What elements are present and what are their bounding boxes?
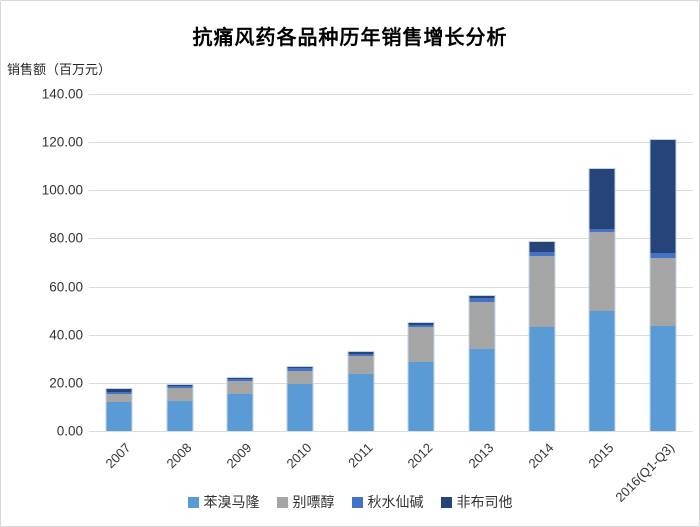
stacked-bar-2013	[468, 294, 496, 431]
x-axis-tick-label: 2015	[585, 440, 617, 472]
stacked-bar-2012	[407, 322, 435, 431]
bar-segment-秋水仙碱	[469, 297, 495, 302]
x-axis-tick-label: 2009	[223, 440, 255, 472]
bar-segment-秋水仙碱	[227, 378, 253, 381]
bar-segment-秋水仙碱	[167, 386, 193, 389]
y-axis-tick-label: 40.00	[49, 327, 83, 343]
chart-title: 抗痛风药各品种历年销售增长分析	[192, 27, 508, 49]
legend-swatch-icon	[276, 496, 288, 508]
y-axis-tick-label: 80.00	[49, 230, 83, 246]
stacked-bar-2015	[588, 167, 616, 431]
y-axis-tick-label: 140.00	[41, 86, 83, 102]
x-axis-tick-label: 2007	[102, 440, 134, 472]
legend: 苯溴马隆 别嘌醇 秋水仙碱 非布司他	[1, 492, 699, 512]
legend-item-苯溴马隆: 苯溴马隆	[187, 492, 260, 512]
bar-segment-别嘌醇	[529, 255, 555, 327]
x-axis-tick-label: 2010	[283, 440, 315, 472]
bar-segment-秋水仙碱	[589, 228, 615, 233]
y-axis-tick-label: 120.00	[41, 134, 83, 150]
y-axis-tick-label: 60.00	[49, 279, 83, 295]
x-axis-tick-label: 2011	[345, 440, 376, 471]
bar-segment-苯溴马隆	[650, 325, 676, 431]
bar-segment-别嘌醇	[408, 327, 434, 363]
bar-segment-秋水仙碱	[650, 253, 676, 258]
legend-label: 非布司他	[456, 494, 513, 510]
bar-segment-苯溴马隆	[348, 374, 374, 431]
bar-segment-别嘌醇	[589, 232, 615, 311]
y-axis-tick-label: 20.00	[49, 375, 83, 391]
gridline-y60	[89, 286, 693, 288]
bar-segment-非布司他	[106, 388, 132, 393]
legend-swatch-icon	[187, 496, 199, 508]
bar-segment-苯溴马隆	[469, 348, 495, 431]
y-axis-tick-label: 0.00	[56, 423, 83, 439]
legend-swatch-icon	[440, 496, 452, 508]
legend-label: 秋水仙碱	[367, 494, 424, 510]
gridline-y20	[89, 382, 693, 384]
bar-segment-别嘌醇	[469, 301, 495, 349]
y-axis-unit-label: 销售额（百万元）	[7, 62, 112, 77]
x-axis-tick-label: 2013	[465, 440, 497, 472]
stacked-bar-2014	[528, 241, 556, 431]
x-axis-tick-label: 2008	[163, 440, 195, 472]
x-axis-tick-label: 2012	[404, 440, 436, 472]
bar-segment-秋水仙碱	[106, 392, 132, 395]
bar-segment-苯溴马隆	[589, 310, 615, 431]
stacked-bar-2008	[166, 383, 194, 431]
bar-segment-秋水仙碱	[287, 368, 313, 372]
bar-segment-非布司他	[348, 351, 374, 354]
bar-segment-非布司他	[227, 377, 253, 379]
bar-segment-非布司他	[167, 384, 193, 387]
bar-segment-秋水仙碱	[408, 325, 434, 328]
legend-item-秋水仙碱: 秋水仙碱	[351, 492, 424, 512]
bar-segment-非布司他	[650, 139, 676, 254]
bar-segment-非布司他	[408, 323, 434, 326]
bar-segment-秋水仙碱	[529, 252, 555, 256]
bar-segment-别嘌醇	[348, 356, 374, 375]
stacked-bar-2010	[286, 366, 314, 431]
stacked-bar-2016(Q1-Q3)	[649, 138, 677, 431]
plot-area: 0.00 20.00 40.00 60.00 80.00 100.00 120.00 140.…	[42, 87, 693, 505]
bar-segment-秋水仙碱	[348, 353, 374, 357]
legend-label: 别嘌醇	[292, 494, 335, 510]
legend-label: 苯溴马隆	[203, 494, 260, 510]
stacked-bar-2007	[105, 387, 133, 431]
bar-segment-苯溴马隆	[106, 402, 132, 431]
bar-segment-别嘌醇	[650, 257, 676, 326]
bar-segment-苯溴马隆	[167, 400, 193, 431]
bar-segment-苯溴马隆	[529, 326, 555, 431]
gridline-y120	[89, 142, 693, 144]
gridline-y80	[89, 238, 693, 240]
bar-segment-别嘌醇	[227, 380, 253, 394]
bar-segment-苯溴马隆	[287, 384, 313, 431]
stacked-bar-2009	[226, 376, 254, 431]
x-axis-tick-label: 2014	[525, 440, 557, 472]
bar-segment-非布司他	[469, 295, 495, 298]
legend-item-别嘌醇: 别嘌醇	[276, 492, 335, 512]
bar-segment-苯溴马隆	[408, 362, 434, 431]
gridline-y0	[89, 431, 693, 432]
legend-item-非布司他: 非布司他	[440, 492, 513, 512]
y-axis-tick-label: 100.00	[41, 182, 83, 198]
bar-segment-别嘌醇	[167, 388, 193, 401]
bar-segment-苯溴马隆	[227, 393, 253, 431]
bar-segment-非布司他	[529, 242, 555, 253]
gridline-y100	[89, 190, 693, 192]
bar-segment-别嘌醇	[287, 371, 313, 385]
legend-swatch-icon	[351, 496, 363, 508]
bar-segment-非布司他	[589, 168, 615, 229]
gridline-y140	[89, 94, 693, 95]
bar-segment-非布司他	[287, 367, 313, 369]
bar-segment-别嘌醇	[106, 394, 132, 403]
stacked-bar-2011	[347, 350, 375, 431]
gridline-y40	[89, 334, 693, 336]
